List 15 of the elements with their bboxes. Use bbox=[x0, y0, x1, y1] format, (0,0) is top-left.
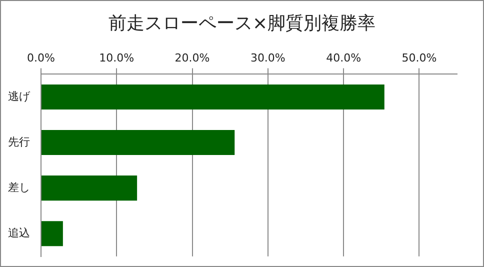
y-tick-label: 差し bbox=[8, 180, 30, 194]
y-tick-label: 先行 bbox=[8, 135, 30, 148]
bar bbox=[42, 221, 63, 246]
bar bbox=[42, 176, 138, 201]
bar bbox=[42, 84, 384, 110]
bar bbox=[42, 130, 235, 156]
chart-title: 前走スローペース×脚質別複勝率 bbox=[107, 12, 377, 35]
y-tick-label: 追込 bbox=[8, 226, 30, 240]
x-tick-label: 40.0% bbox=[326, 51, 362, 64]
x-tick-label: 30.0% bbox=[250, 51, 286, 64]
x-tick-label: 20.0% bbox=[174, 51, 210, 64]
x-tick-label: 0.0% bbox=[27, 51, 55, 64]
x-tick-label: 50.0% bbox=[402, 51, 437, 64]
y-tick-label: 逃げ bbox=[8, 90, 31, 103]
x-tick-label: 10.0% bbox=[99, 51, 134, 64]
